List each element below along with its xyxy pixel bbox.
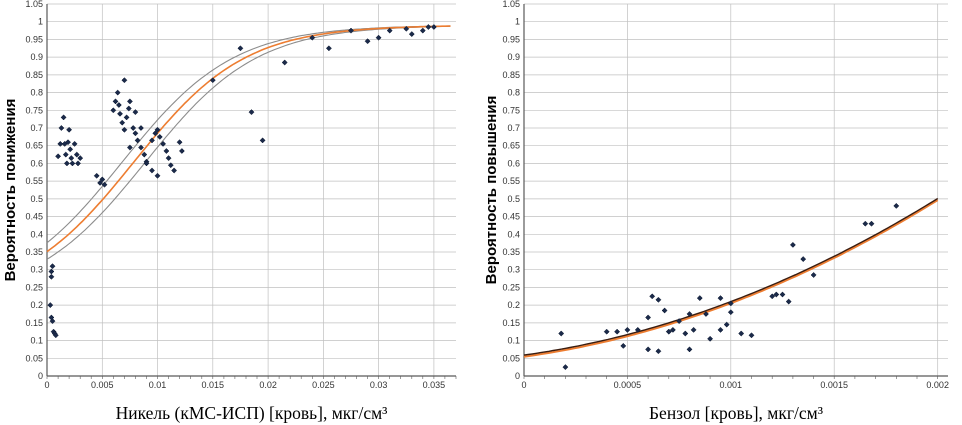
svg-text:Никель (кМС-ИСП) [кровь], мкг/: Никель (кМС-ИСП) [кровь], мкг/см³ bbox=[116, 403, 388, 423]
svg-text:0.7: 0.7 bbox=[30, 123, 43, 133]
svg-text:1: 1 bbox=[515, 17, 520, 27]
svg-text:0.95: 0.95 bbox=[502, 34, 520, 44]
svg-text:0.3: 0.3 bbox=[507, 265, 520, 275]
svg-text:0.65: 0.65 bbox=[25, 141, 43, 151]
svg-text:0.95: 0.95 bbox=[25, 34, 43, 44]
svg-text:0.9: 0.9 bbox=[30, 52, 43, 62]
svg-text:0.55: 0.55 bbox=[502, 176, 520, 186]
svg-text:0.35: 0.35 bbox=[25, 247, 43, 257]
svg-text:0.45: 0.45 bbox=[502, 212, 520, 222]
svg-text:0.15: 0.15 bbox=[25, 318, 43, 328]
svg-text:0.1: 0.1 bbox=[507, 336, 520, 346]
svg-text:0.85: 0.85 bbox=[502, 70, 520, 80]
svg-text:0: 0 bbox=[38, 371, 43, 381]
svg-text:0.25: 0.25 bbox=[502, 282, 520, 292]
svg-text:0.002: 0.002 bbox=[926, 380, 949, 390]
svg-text:0.45: 0.45 bbox=[25, 212, 43, 222]
svg-text:0: 0 bbox=[515, 371, 520, 381]
svg-text:0.01: 0.01 bbox=[149, 380, 167, 390]
svg-text:Вероятность повышения: Вероятность повышения bbox=[483, 96, 500, 285]
svg-text:0.25: 0.25 bbox=[25, 282, 43, 292]
svg-text:0.4: 0.4 bbox=[507, 229, 520, 239]
svg-text:0.8: 0.8 bbox=[507, 88, 520, 98]
svg-text:0.025: 0.025 bbox=[312, 380, 335, 390]
svg-text:0.2: 0.2 bbox=[507, 300, 520, 310]
svg-text:1.05: 1.05 bbox=[25, 0, 43, 9]
svg-text:Вероятность понижения: Вероятность понижения bbox=[2, 99, 19, 282]
svg-text:0.3: 0.3 bbox=[30, 265, 43, 275]
svg-text:0.9: 0.9 bbox=[507, 52, 520, 62]
svg-text:0.7: 0.7 bbox=[507, 123, 520, 133]
svg-text:0.005: 0.005 bbox=[91, 380, 114, 390]
svg-text:0.55: 0.55 bbox=[25, 176, 43, 186]
svg-text:Бензол [кровь], мкг/см³: Бензол [кровь], мкг/см³ bbox=[649, 403, 823, 423]
svg-text:0.65: 0.65 bbox=[502, 141, 520, 151]
svg-text:0.75: 0.75 bbox=[502, 105, 520, 115]
svg-text:0.6: 0.6 bbox=[507, 158, 520, 168]
svg-text:0.5: 0.5 bbox=[30, 194, 43, 204]
svg-text:0.15: 0.15 bbox=[502, 318, 520, 328]
svg-text:1.05: 1.05 bbox=[502, 0, 520, 9]
svg-text:0.05: 0.05 bbox=[502, 353, 520, 363]
svg-text:0.1: 0.1 bbox=[30, 336, 43, 346]
svg-text:0.015: 0.015 bbox=[202, 380, 225, 390]
svg-text:0.035: 0.035 bbox=[423, 380, 446, 390]
svg-text:0.05: 0.05 bbox=[25, 353, 43, 363]
svg-text:0: 0 bbox=[521, 380, 526, 390]
svg-text:0.0005: 0.0005 bbox=[614, 380, 642, 390]
svg-text:0.8: 0.8 bbox=[30, 88, 43, 98]
svg-text:0.4: 0.4 bbox=[30, 229, 43, 239]
svg-text:0.03: 0.03 bbox=[370, 380, 388, 390]
svg-text:1: 1 bbox=[38, 17, 43, 27]
svg-text:0.02: 0.02 bbox=[259, 380, 277, 390]
svg-text:0: 0 bbox=[44, 380, 49, 390]
svg-text:0.2: 0.2 bbox=[30, 300, 43, 310]
svg-text:0.35: 0.35 bbox=[502, 247, 520, 257]
svg-text:0.001: 0.001 bbox=[720, 380, 743, 390]
svg-text:0.6: 0.6 bbox=[30, 158, 43, 168]
svg-text:0.0015: 0.0015 bbox=[820, 380, 848, 390]
svg-text:0.85: 0.85 bbox=[25, 70, 43, 80]
svg-text:0.75: 0.75 bbox=[25, 105, 43, 115]
svg-text:0.5: 0.5 bbox=[507, 194, 520, 204]
